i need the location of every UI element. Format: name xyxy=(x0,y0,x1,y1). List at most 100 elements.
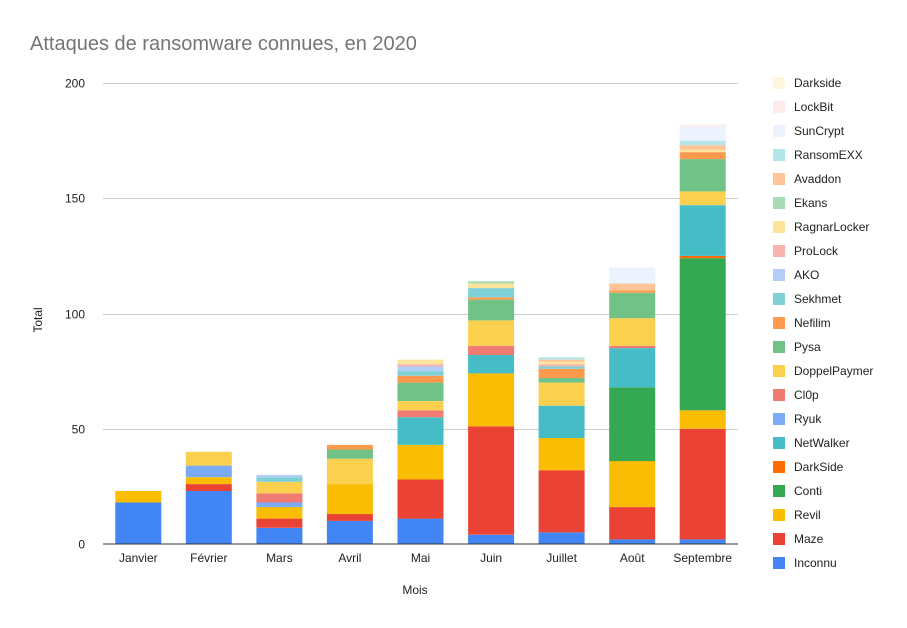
bar-segment xyxy=(538,470,585,533)
legend-swatch xyxy=(773,413,785,425)
bar-segment xyxy=(185,491,232,544)
bar-segment xyxy=(185,465,232,478)
legend-swatch xyxy=(773,293,785,305)
x-tick-label: Juin xyxy=(480,551,502,565)
legend-label: Darkside xyxy=(794,76,842,90)
bar-segment xyxy=(326,449,373,459)
bar-segment xyxy=(397,401,444,411)
bar-segment xyxy=(679,255,726,259)
bar-segment xyxy=(256,474,303,478)
bar-segment xyxy=(326,514,373,521)
legend-label: Maze xyxy=(794,532,824,546)
bar-segment xyxy=(468,355,515,374)
y-axis-title: Total xyxy=(31,307,45,332)
bar-segment xyxy=(468,299,515,321)
x-tick-label: Septembre xyxy=(673,551,732,565)
legend-label: DarkSide xyxy=(794,460,844,474)
bar-segment xyxy=(679,124,726,127)
bar-segment xyxy=(326,521,373,544)
y-axis-ticks: 0 50 100 150 200 xyxy=(65,77,85,552)
bars xyxy=(115,124,726,544)
bar-segment xyxy=(397,518,444,544)
bar-segment xyxy=(397,371,444,376)
bar-segment xyxy=(609,267,656,284)
bar-segment xyxy=(397,410,444,418)
bar-segment xyxy=(256,477,303,482)
legend-swatch xyxy=(773,317,785,329)
bar-segment xyxy=(468,320,515,346)
y-tick-label: 150 xyxy=(65,192,85,206)
bar-segment xyxy=(609,290,656,293)
legend-label: Conti xyxy=(794,484,822,498)
legend-swatch xyxy=(773,365,785,377)
x-tick-label: Février xyxy=(190,551,227,565)
bar-segment xyxy=(397,444,444,480)
legend-label: RansomEXX xyxy=(794,148,863,162)
legend-swatch xyxy=(773,221,785,233)
x-axis-ticks: Janvier Février Mars Avril Mai Juin Juillet Aoû… xyxy=(119,551,732,565)
bar-segment xyxy=(609,318,656,346)
bar-segment xyxy=(538,361,585,365)
bar-segment xyxy=(609,345,656,349)
bar-segment xyxy=(679,410,726,429)
x-tick-label: Août xyxy=(620,551,645,565)
bar-segment xyxy=(538,368,585,378)
bar-segment xyxy=(538,359,585,362)
bar-segment xyxy=(609,348,656,388)
legend-swatch xyxy=(773,125,785,137)
bar-segment xyxy=(679,159,726,192)
bar-segment xyxy=(397,382,444,401)
bar-segment xyxy=(538,438,585,471)
bar-segment xyxy=(256,502,303,508)
legend-swatch xyxy=(773,341,785,353)
bar-segment xyxy=(326,444,373,450)
bar-segment xyxy=(256,493,303,503)
bar-segment xyxy=(468,534,515,544)
bar-segment xyxy=(679,539,726,544)
bar-segment xyxy=(538,532,585,544)
legend-label: Avaddon xyxy=(794,172,841,186)
legend-label: RagnarLocker xyxy=(794,220,869,234)
bar-segment xyxy=(538,378,585,383)
bar-segment xyxy=(397,366,444,372)
legend-swatch xyxy=(773,509,785,521)
bar-segment xyxy=(185,451,232,466)
bar-segment xyxy=(679,428,726,540)
bar-segment xyxy=(679,191,726,206)
x-tick-label: Mars xyxy=(266,551,293,565)
x-tick-label: Juillet xyxy=(546,551,577,565)
bar-segment xyxy=(326,484,373,515)
legend-label: Ekans xyxy=(794,196,827,210)
bar-segment xyxy=(397,364,444,367)
bar-segment xyxy=(115,491,162,503)
legend-label: AKO xyxy=(794,268,819,282)
legend-swatch xyxy=(773,269,785,281)
x-tick-label: Janvier xyxy=(119,551,158,565)
bar-segment xyxy=(609,387,656,462)
legend-swatch xyxy=(773,533,785,545)
bar-segment xyxy=(185,477,232,485)
bar-segment xyxy=(468,345,515,355)
bar-segment xyxy=(256,481,303,494)
bar-segment xyxy=(609,283,656,291)
chart-title: Attaques de ransomware connues, en 2020 xyxy=(30,33,417,55)
x-axis-title: Mois xyxy=(402,583,427,597)
bar-segment xyxy=(679,126,726,141)
bar-segment xyxy=(679,149,726,153)
legend-swatch xyxy=(773,245,785,257)
legend-swatch xyxy=(773,197,785,209)
bar-segment xyxy=(256,518,303,528)
y-tick-label: 50 xyxy=(72,423,86,437)
bar-segment xyxy=(468,373,515,427)
bar-segment xyxy=(679,152,726,160)
legend-swatch xyxy=(773,485,785,497)
legend-label: ProLock xyxy=(794,244,839,258)
bar-segment xyxy=(538,364,585,367)
y-tick-label: 100 xyxy=(65,308,85,322)
bar-segment xyxy=(326,458,373,485)
bar-segment xyxy=(468,297,515,300)
bar-segment xyxy=(538,357,585,360)
y-tick-label: 200 xyxy=(65,77,85,91)
bar-segment xyxy=(256,527,303,544)
y-tick-label: 0 xyxy=(78,538,85,552)
